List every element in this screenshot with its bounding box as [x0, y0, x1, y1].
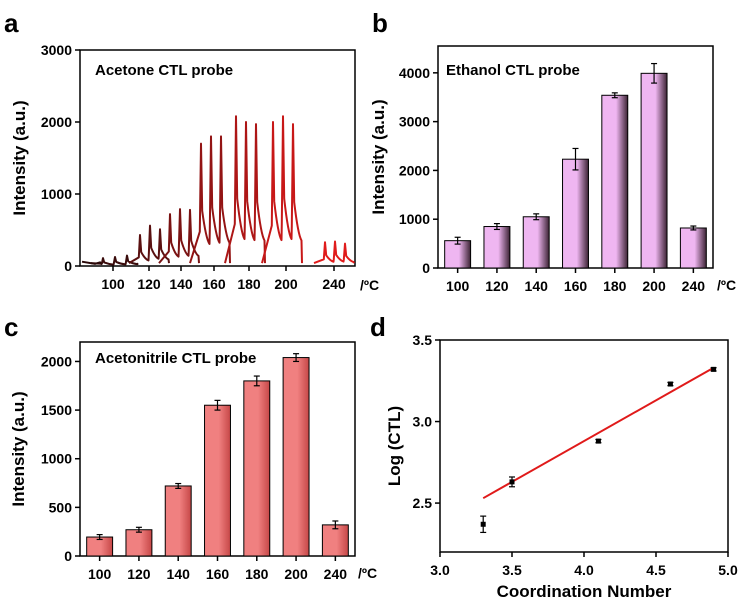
bar-180 — [601, 94, 629, 269]
fit-line — [482, 366, 715, 500]
x-tick-label: 180 — [237, 276, 261, 292]
ticks-a: 0 1000 2000 3000 100 120 140 160 180 200 240 — [41, 42, 346, 292]
data-point — [667, 381, 673, 387]
plot-frame-a — [79, 49, 356, 267]
y-tick-label: 3000 — [41, 42, 72, 58]
bar-140 — [164, 485, 192, 557]
x-tick-label: 120 — [127, 566, 151, 582]
bar-160 — [562, 158, 589, 269]
x-tick-label: 4.5 — [646, 562, 666, 578]
y-tick-label: 2000 — [41, 353, 72, 369]
trace-200 — [261, 115, 303, 264]
y-axis-label-c: Intensity (a.u.) — [9, 391, 28, 506]
panel-label-b: b — [372, 8, 388, 38]
y-tick-label: 2000 — [399, 162, 430, 178]
x-unit-label-c: /ºC — [358, 565, 377, 581]
x-tick-label: 100 — [88, 566, 112, 582]
x-tick-label: 3.5 — [502, 562, 522, 578]
y-tick-label: 1500 — [41, 402, 72, 418]
y-tick-label: 1000 — [41, 451, 72, 467]
x-tick-label: 160 — [206, 566, 230, 582]
y-tick-label: 2.5 — [413, 495, 433, 511]
bars-c — [86, 353, 349, 557]
bars-b — [444, 62, 707, 269]
y-tick-label: 2000 — [41, 114, 72, 130]
y-tick-label: 3.0 — [413, 414, 433, 430]
x-tick-label: 200 — [274, 276, 298, 292]
panel-a: Acetone CTL probe Intensity (a.u.) /ºC 0… — [10, 42, 379, 293]
panel-label-d: d — [370, 312, 386, 342]
traces-a — [81, 115, 355, 266]
panel-c: Acetonitrile CTL probe Intensity (a.u.) … — [9, 341, 377, 582]
y-tick-label: 3.5 — [413, 332, 433, 348]
x-tick-label: 120 — [485, 278, 509, 294]
y-axis-label-d: Log (CTL) — [385, 406, 404, 486]
bar-200 — [640, 72, 668, 269]
x-tick-label: 200 — [284, 566, 308, 582]
x-tick-label: 140 — [525, 278, 549, 294]
x-axis-label-d: Coordination Number — [497, 582, 672, 601]
x-tick-label: 240 — [324, 566, 348, 582]
x-tick-label: 180 — [603, 278, 627, 294]
bar-120 — [483, 226, 511, 269]
y-tick-label: 0 — [64, 548, 72, 564]
y-axis-label-b: Intensity (a.u.) — [369, 99, 388, 214]
trace-240 — [313, 240, 355, 265]
trace-baseline — [81, 260, 103, 266]
x-tick-label: 160 — [202, 276, 226, 292]
y-tick-label: 0 — [64, 258, 72, 274]
trace-180 — [224, 115, 266, 264]
x-unit-label-a: /ºC — [360, 277, 379, 293]
ticks-d: 3.0 3.5 4.0 4.5 5.0 2.5 3.0 3.5 — [413, 332, 738, 578]
bar-180 — [243, 380, 271, 557]
chart-title-a: Acetone CTL probe — [95, 62, 233, 79]
x-tick-label: 240 — [682, 278, 706, 294]
x-tick-label: 180 — [245, 566, 269, 582]
x-tick-label: 3.0 — [430, 562, 450, 578]
y-axis-label-a: Intensity (a.u.) — [10, 100, 29, 215]
data-point — [711, 366, 717, 372]
data-point — [595, 438, 601, 444]
bar-140 — [522, 216, 550, 269]
y-tick-label: 1000 — [41, 186, 72, 202]
y-tick-label: 0 — [422, 260, 430, 276]
chart-title-c: Acetonitrile CTL probe — [95, 350, 256, 367]
bar-240 — [321, 524, 349, 557]
panel-b: Ethanol CTL probe Intensity (a.u.) /ºC 1… — [369, 45, 736, 294]
y-tick-label: 500 — [49, 499, 73, 515]
x-tick-label: 140 — [169, 276, 193, 292]
x-tick-label: 140 — [167, 566, 191, 582]
panel-d: Coordination Number Log (CTL) 3.0 3.5 4.0 4… — [385, 332, 738, 601]
x-tick-label: 240 — [322, 276, 346, 292]
data-point — [480, 521, 486, 527]
ticks-b: 100 120 140 160 180 200 240 0 1000 2000 3000 4000 — [399, 65, 705, 294]
plot-d — [480, 366, 717, 534]
data-point — [509, 479, 515, 485]
trace-100 — [90, 254, 139, 266]
bar-100 — [444, 240, 472, 269]
bar-200 — [282, 357, 310, 557]
panel-label-c: c — [4, 312, 18, 342]
trace-160 — [189, 135, 231, 264]
bar-240 — [679, 227, 707, 269]
panel-label-a: a — [4, 8, 19, 38]
x-tick-label: 120 — [137, 276, 161, 292]
chart-title-b: Ethanol CTL probe — [446, 62, 580, 79]
y-tick-label: 3000 — [399, 114, 430, 130]
y-tick-label: 1000 — [399, 211, 430, 227]
x-tick-label: 160 — [564, 278, 588, 294]
x-tick-label: 100 — [446, 278, 470, 294]
y-tick-label: 4000 — [399, 65, 430, 81]
x-tick-label: 200 — [642, 278, 666, 294]
bar-120 — [125, 529, 153, 557]
bar-160 — [204, 404, 231, 557]
x-tick-label: 4.0 — [574, 562, 594, 578]
x-unit-label-b: /ºC — [717, 277, 736, 293]
x-tick-label: 100 — [101, 276, 125, 292]
x-tick-label: 5.0 — [718, 562, 738, 578]
ticks-c: 100 120 140 160 180 200 240 0 500 1000 1500 2000 — [41, 353, 347, 582]
